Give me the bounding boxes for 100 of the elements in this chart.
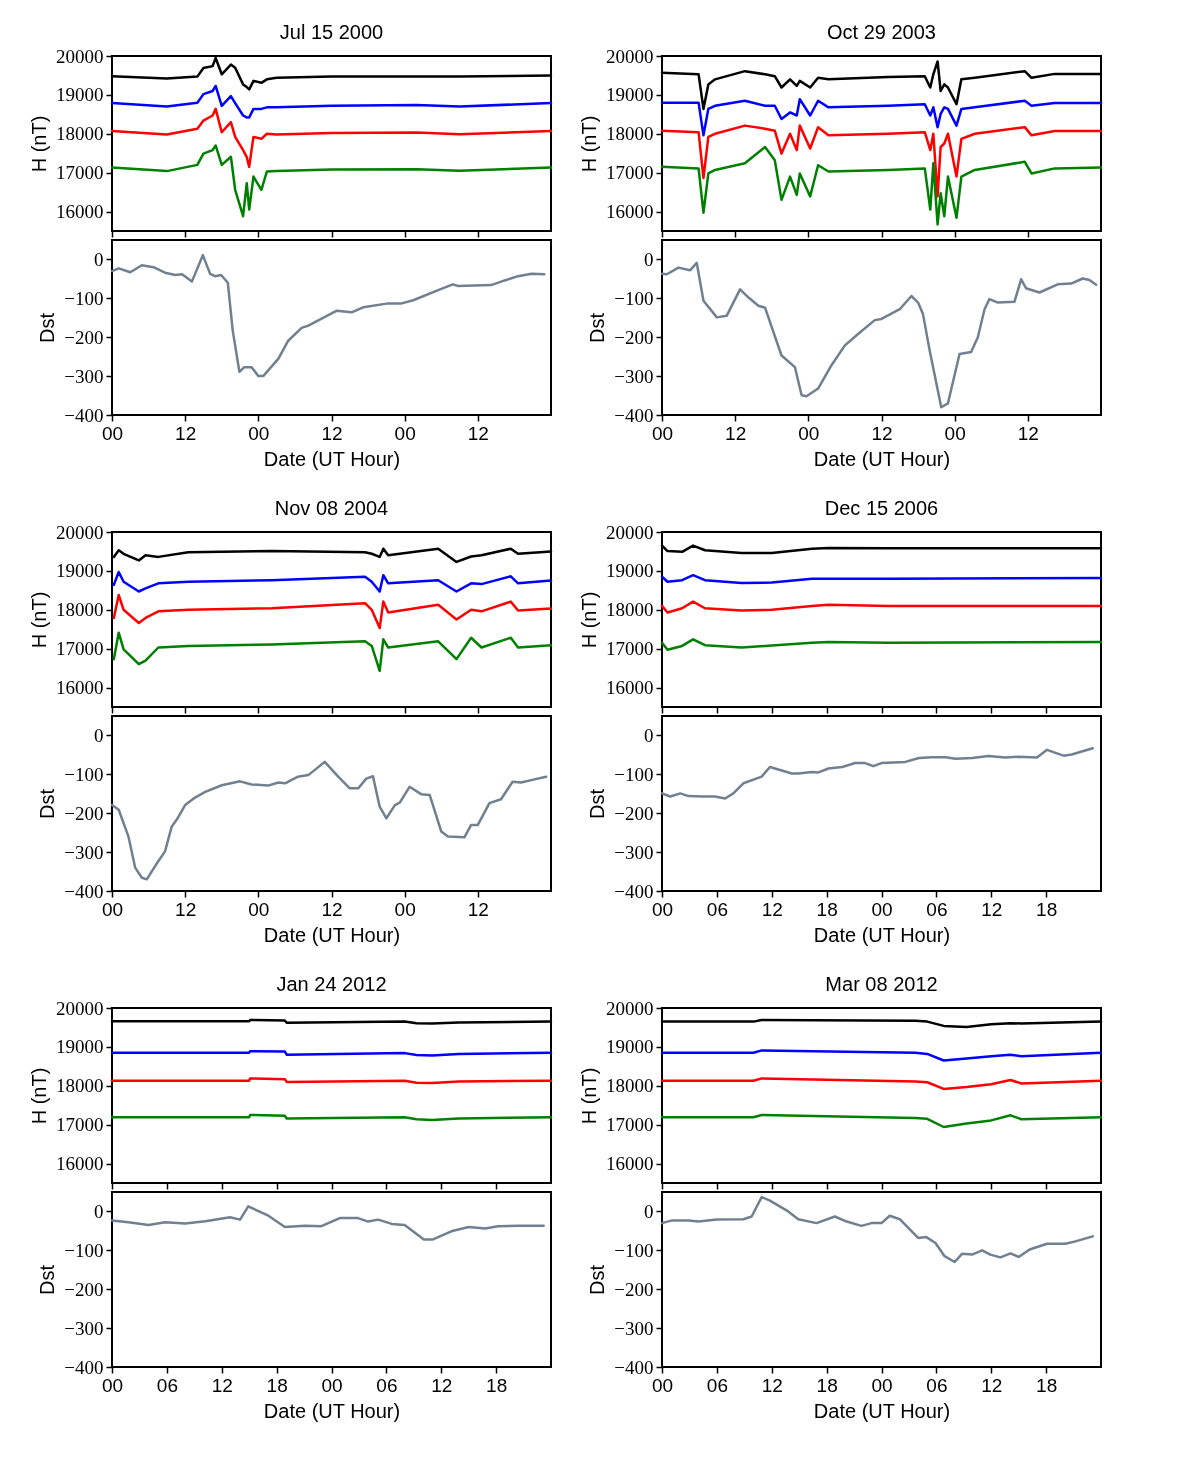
x-tick-label: 00	[944, 422, 966, 444]
y-tick-label: −400	[614, 880, 654, 902]
x-axis-title: Date (UT Hour)	[813, 923, 951, 946]
x-tick-label: 12	[175, 422, 197, 444]
y-axis-title: H (nT)	[28, 115, 50, 173]
y-tick-label: 17000	[606, 638, 654, 660]
y-tick-label: 20000	[56, 45, 104, 67]
line-series	[110, 144, 553, 218]
y-tick-label: −400	[64, 1356, 104, 1378]
x-tick-label: 12	[467, 422, 489, 444]
x-tick-label: 12	[211, 1374, 233, 1396]
y-tick-label: 18000	[606, 1075, 654, 1097]
y-tick-label: 16000	[56, 677, 104, 699]
y-tick-label: 19000	[606, 560, 654, 582]
y-tick-label: 19000	[56, 1036, 104, 1058]
y-tick-label: 20000	[606, 45, 654, 67]
x-tick-label: 06	[926, 1374, 948, 1396]
x-axis-title: Date (UT Hour)	[263, 923, 401, 946]
x-tick-label: 18	[816, 898, 838, 920]
line-series	[112, 593, 553, 630]
chart-title: Dec 15 2006	[824, 497, 939, 519]
y-tick-label: 16000	[56, 1153, 104, 1175]
y-axis-title: Dst	[586, 788, 609, 819]
x-tick-label: 12	[431, 1374, 453, 1396]
y-axis-title: H (nT)	[28, 1067, 50, 1125]
y-axis-title: Dst	[36, 788, 59, 819]
y-tick-label: −300	[64, 841, 104, 863]
y-tick-label: −400	[614, 404, 654, 426]
y-tick-label: 17000	[606, 162, 654, 184]
x-tick-label: 06	[706, 898, 728, 920]
y-tick-label: 17000	[56, 162, 104, 184]
line-series	[660, 573, 1103, 585]
x-tick-label: 12	[761, 898, 783, 920]
y-tick-label: −100	[614, 763, 654, 785]
y-tick-label: 18000	[56, 599, 104, 621]
y-tick-label: 0	[94, 248, 104, 270]
line-series	[112, 631, 553, 673]
x-tick-label: 18	[266, 1374, 288, 1396]
line-series	[660, 97, 1103, 137]
x-tick-label: 18	[486, 1374, 508, 1396]
y-tick-label: 20000	[56, 997, 104, 1019]
y-tick-label: −300	[614, 1317, 654, 1339]
x-axis-title: Date (UT Hour)	[813, 1399, 951, 1422]
y-axis-title: H (nT)	[578, 591, 600, 649]
y-tick-label: −200	[64, 326, 104, 348]
y-tick-label: 18000	[56, 123, 104, 145]
y-axis-title: Dst	[586, 312, 609, 343]
x-tick-label: 06	[376, 1374, 398, 1396]
x-tick-label: 00	[394, 898, 416, 920]
x-tick-label: 00	[651, 422, 674, 444]
line-series	[110, 253, 546, 378]
x-tick-label: 12	[761, 1374, 783, 1396]
x-tick-label: 12	[467, 898, 489, 920]
chart-title: Jul 15 2000	[279, 21, 384, 43]
chart-title: Nov 08 2004	[274, 497, 389, 519]
x-tick-label: 12	[1017, 422, 1039, 444]
x-tick-label: 00	[248, 422, 270, 444]
x-tick-label: 12	[981, 1374, 1003, 1396]
y-tick-label: −400	[64, 404, 104, 426]
x-tick-label: 18	[1036, 898, 1058, 920]
x-tick-label: 00	[101, 898, 124, 920]
line-series	[110, 84, 553, 119]
x-axis-title: Date (UT Hour)	[263, 1399, 401, 1422]
y-tick-label: 0	[94, 724, 104, 746]
y-tick-label: 19000	[56, 560, 104, 582]
x-tick-label: 06	[156, 1374, 178, 1396]
x-tick-label: 12	[871, 422, 893, 444]
x-tick-label: 06	[926, 898, 948, 920]
y-axis-title: H (nT)	[578, 115, 600, 173]
x-tick-label: 00	[394, 422, 416, 444]
x-tick-label: 00	[798, 422, 820, 444]
line-series	[112, 570, 553, 593]
y-tick-label: −300	[64, 1317, 104, 1339]
y-axis-title: H (nT)	[578, 1067, 600, 1125]
y-tick-label: 19000	[606, 84, 654, 106]
y-tick-label: 17000	[606, 1114, 654, 1136]
line-series	[110, 1205, 545, 1241]
x-tick-label: 12	[321, 898, 343, 920]
line-series	[660, 638, 1103, 652]
y-tick-label: 0	[94, 1200, 104, 1222]
y-tick-label: −200	[614, 326, 654, 348]
line-series	[660, 261, 1098, 409]
line-series	[660, 1049, 1103, 1062]
x-tick-label: 12	[981, 898, 1003, 920]
y-tick-label: 16000	[606, 201, 654, 223]
x-tick-label: 06	[706, 1374, 728, 1396]
x-tick-label: 00	[651, 898, 674, 920]
y-tick-label: −200	[64, 802, 104, 824]
line-series	[660, 600, 1103, 614]
y-tick-label: −100	[614, 1239, 654, 1261]
line-series	[660, 124, 1103, 198]
chart-title: Oct 29 2003	[827, 21, 936, 43]
line-series	[660, 1113, 1103, 1129]
y-tick-label: 19000	[56, 84, 104, 106]
y-tick-label: −100	[64, 287, 104, 309]
x-tick-label: 18	[816, 1374, 838, 1396]
x-tick-label: 12	[725, 422, 747, 444]
x-tick-label: 18	[1036, 1374, 1058, 1396]
y-axis-title: Dst	[36, 312, 59, 343]
y-tick-label: −200	[614, 1278, 654, 1300]
